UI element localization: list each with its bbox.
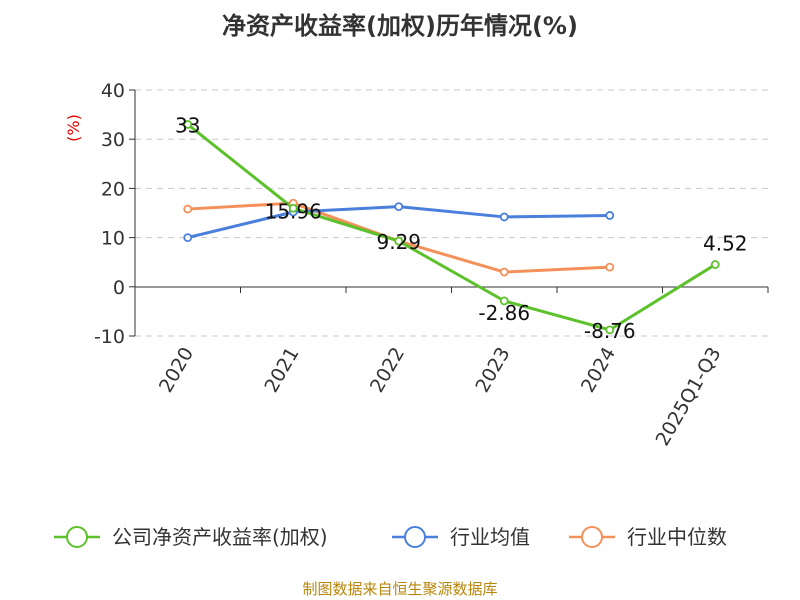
legend-label: 公司净资产收益率(加权): [112, 525, 328, 549]
x-tick-label: 2021: [260, 344, 303, 397]
data-point: [183, 233, 193, 243]
data-label: 33: [175, 113, 200, 137]
x-tick-label: 2025Q1-Q3: [652, 344, 726, 450]
data-point: [183, 120, 193, 129]
y-tick-label: 10: [101, 228, 125, 250]
data-label: 15.96: [265, 199, 322, 223]
data-point: [288, 203, 298, 213]
legend: 公司净资产收益率(加权) 行业均值 行业中位数: [54, 525, 727, 549]
legend-item[interactable]: 行业中位数: [569, 525, 727, 549]
series-line: [186, 123, 717, 332]
y-tick-label: 0: [113, 277, 125, 299]
data-point: [605, 325, 615, 335]
y-tick-label: 30: [101, 129, 125, 151]
legend-label: 行业中位数: [627, 525, 727, 549]
legend-label: 行业均值: [450, 525, 530, 549]
data-point: [499, 267, 509, 277]
data-labels: 33 15.96 9.29 -2.86 -8.76 4.52: [175, 113, 747, 342]
data-label: 9.29: [376, 230, 421, 254]
legend-marker: [66, 526, 88, 548]
data-point: [183, 204, 193, 214]
legend-marker: [581, 526, 603, 548]
data-label: -2.86: [478, 301, 530, 325]
x-tick-label: 2024: [577, 344, 620, 397]
series-lines: [186, 123, 717, 332]
data-point: [605, 211, 615, 220]
data-point: [710, 260, 720, 269]
y-tick-label: 20: [101, 178, 125, 200]
legend-marker: [404, 526, 426, 548]
data-point: [605, 262, 615, 272]
x-tick-label: 2023: [471, 344, 514, 397]
x-tick-label: 2020: [155, 344, 198, 397]
legend-item[interactable]: 公司净资产收益率(加权): [54, 525, 328, 549]
axes: [129, 89, 769, 337]
y-tick-label: -10: [94, 326, 125, 348]
data-label: -8.76: [584, 319, 636, 343]
series-points: [183, 120, 720, 335]
chart-title: 净资产收益率(加权)历年情况(%): [222, 12, 578, 40]
y-axis-unit-label: (%): [64, 114, 83, 142]
legend-item[interactable]: 行业均值: [392, 525, 530, 549]
data-point: [499, 296, 509, 306]
x-tick-label: 2022: [366, 344, 409, 397]
x-tick-labels: 2020 2021 2022 2023 2024 2025Q1-Q3: [155, 344, 726, 450]
data-label: 4.52: [703, 232, 748, 256]
data-point: [499, 212, 509, 222]
y-tick-labels: 40 30 20 10 0 -10: [94, 80, 125, 348]
y-tick-label: 40: [101, 80, 125, 102]
source-note: 制图数据来自恒生聚源数据库: [302, 580, 497, 598]
data-point: [394, 202, 404, 212]
data-point: [394, 236, 404, 246]
